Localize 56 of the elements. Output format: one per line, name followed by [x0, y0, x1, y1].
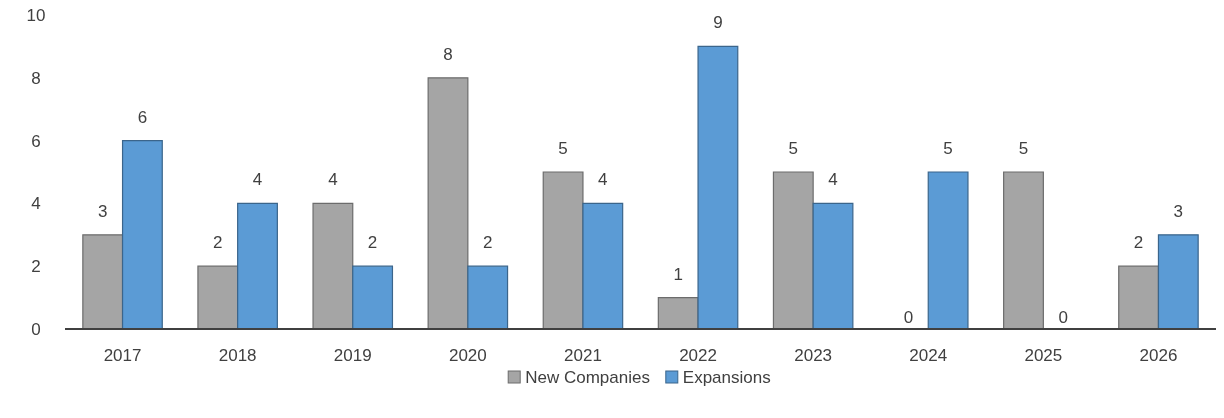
x-tick-label: 2022: [679, 346, 717, 365]
data-label: 4: [828, 170, 838, 190]
bar: [82, 234, 124, 330]
bar: [812, 202, 854, 330]
legend-label: New Companies: [525, 368, 650, 387]
legend-label: Expansions: [682, 368, 771, 387]
data-label: 5: [558, 139, 568, 158]
data-label: 5: [943, 139, 953, 158]
data-label: 4: [598, 170, 608, 190]
bar: [1003, 171, 1044, 330]
bar: [582, 202, 624, 330]
data-label: 3: [1173, 201, 1184, 221]
bar: [1157, 234, 1199, 330]
x-tick-label: 2023: [794, 346, 833, 365]
x-tick-label: 2026: [1139, 346, 1178, 365]
x-tick-label: 2018: [218, 346, 257, 365]
x-tick-label: 2021: [564, 346, 602, 365]
x-tick-label: 2020: [448, 346, 487, 365]
data-label: 4: [252, 170, 263, 190]
data-label: 2: [213, 233, 223, 253]
bar: [542, 171, 584, 330]
bar: [927, 171, 969, 330]
bar: [657, 297, 699, 330]
y-tick-label: 8: [31, 68, 41, 88]
data-label: 2: [1133, 233, 1144, 253]
data-label: 6: [137, 107, 148, 127]
data-label: 1: [673, 264, 683, 284]
data-label: 2: [367, 233, 378, 253]
bar: [197, 265, 239, 330]
y-tick-label: 2: [31, 257, 41, 277]
data-label: 0: [903, 308, 914, 327]
bar: [121, 140, 163, 330]
x-tick-label: 2019: [333, 346, 372, 365]
y-tick-label: 6: [31, 131, 41, 151]
data-label: 3: [97, 201, 108, 221]
bar: [312, 202, 354, 330]
data-label: 5: [1018, 139, 1029, 158]
bar: [237, 202, 278, 330]
bar: [697, 45, 739, 330]
bar: [772, 171, 814, 330]
bar: [1118, 265, 1160, 330]
data-label: 4: [328, 170, 338, 190]
y-tick-label: 4: [31, 194, 41, 214]
x-tick-label: 2025: [1024, 346, 1063, 365]
bar: [467, 265, 509, 330]
bar: [352, 265, 394, 330]
x-tick-label: 2024: [909, 346, 948, 365]
bar: [427, 77, 469, 330]
y-tick-label: 10: [26, 6, 46, 25]
x-tick-label: 2017: [103, 346, 142, 365]
data-label: 2: [482, 233, 493, 253]
data-label: 0: [1058, 308, 1068, 327]
y-tick-label: 0: [31, 320, 41, 339]
data-label: 9: [713, 13, 723, 33]
data-label: 8: [443, 44, 453, 64]
data-label: 5: [788, 139, 799, 158]
